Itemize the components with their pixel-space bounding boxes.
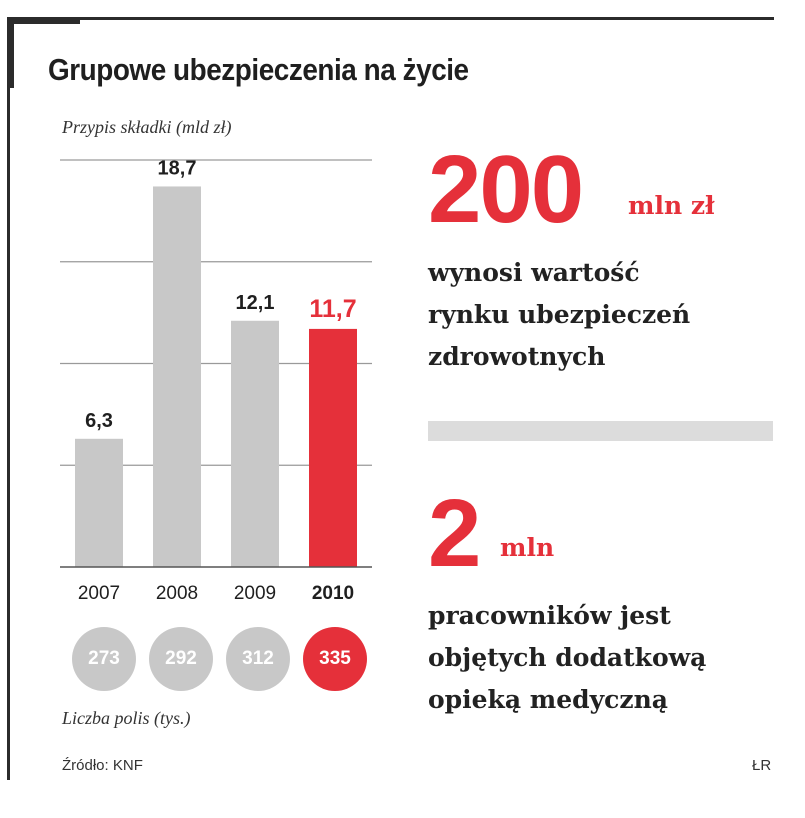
x-tick-2010: 2010 bbox=[312, 583, 354, 604]
data-label-2007: 6,3 bbox=[85, 410, 113, 432]
author-initials: ŁR bbox=[752, 757, 772, 774]
bar-2007 bbox=[75, 438, 123, 567]
chart-title: Grupowe ubezpieczenia na życie bbox=[48, 52, 469, 87]
bar-2008 bbox=[153, 186, 201, 567]
fact-1-line-3: zdrowotnych bbox=[428, 342, 606, 371]
x-tick-2008: 2008 bbox=[156, 583, 198, 604]
fact-2-description: pracowników jest objętych dodatkową opie… bbox=[428, 595, 706, 721]
fact-2-unit: mln bbox=[500, 533, 555, 562]
bar-chart: 6,3 2007 18,7 2008 12,1 2009 11,7 2010 bbox=[60, 157, 372, 604]
bar-2009 bbox=[231, 320, 279, 567]
frame-corner-vertical bbox=[7, 17, 14, 88]
fact-1-line-1: wynosi wartość bbox=[428, 258, 640, 287]
policy-count-2007: 273 bbox=[72, 627, 136, 691]
x-tick-2009: 2009 bbox=[234, 583, 276, 604]
fact-1-unit: mln zł bbox=[628, 191, 715, 220]
fact-1-description: wynosi wartość rynku ubezpieczeń zdrowot… bbox=[428, 252, 690, 378]
section-divider bbox=[428, 421, 773, 441]
frame-top-rule bbox=[80, 17, 774, 20]
policy-count-2010: 335 bbox=[303, 627, 367, 691]
fact-2-line-1: pracowników jest bbox=[428, 601, 671, 630]
policies-label: Liczba polis (tys.) bbox=[62, 708, 191, 728]
fact-1-line-2: rynku ubezpieczeń bbox=[428, 300, 691, 329]
fact-1-number: 200 bbox=[428, 136, 584, 243]
source-note: Źródło: KNF bbox=[62, 757, 143, 774]
x-tick-2007: 2007 bbox=[78, 583, 120, 604]
policy-count-2008: 292 bbox=[149, 627, 213, 691]
y-axis-label: Przypis składki (mld zł) bbox=[62, 117, 232, 137]
data-label-2009: 12,1 bbox=[236, 292, 275, 314]
frame-corner-horizontal bbox=[7, 17, 80, 24]
data-label-2008: 18,7 bbox=[158, 157, 197, 179]
fact-2-number: 2 bbox=[428, 480, 481, 587]
fact-2-line-3: opieką medyczną bbox=[428, 685, 668, 714]
fact-2-line-2: objętych dodatkową bbox=[428, 643, 707, 672]
policy-count-2009: 312 bbox=[226, 627, 290, 691]
bar-2010 bbox=[309, 328, 357, 567]
frame-left-rule bbox=[7, 88, 10, 780]
data-label-2010: 11,7 bbox=[309, 295, 356, 323]
